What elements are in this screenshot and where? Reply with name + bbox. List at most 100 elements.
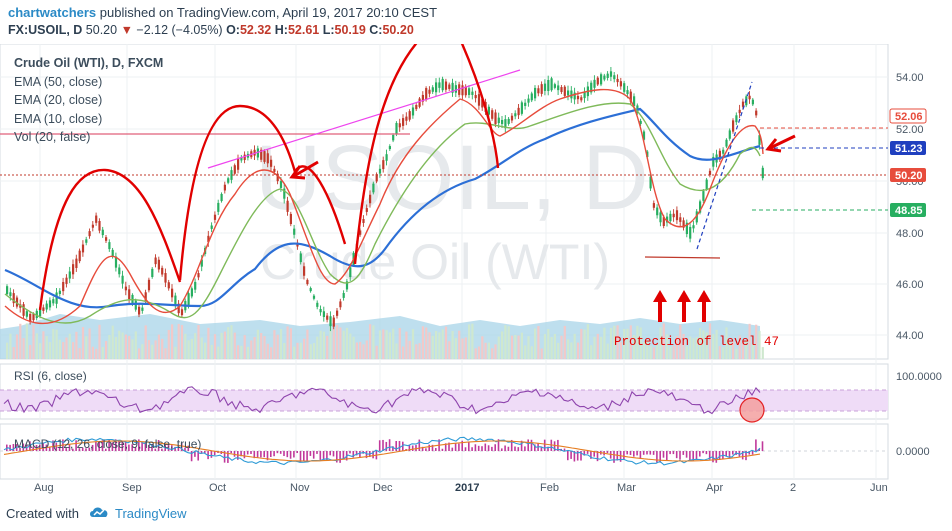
badge-label: 48.85 [895,205,923,217]
macd-histogram-bar [586,451,589,454]
volume-bar [428,332,431,359]
signal-arrows [289,134,796,180]
legend-ema50[interactable]: EMA (50, close) [14,74,103,89]
macd-histogram-bar [171,445,173,451]
macd-histogram-bar [289,451,292,459]
author-link[interactable]: chartwatchers [8,5,97,20]
volume-bar [722,347,725,359]
volume-bar [543,334,547,359]
macd-histogram-bar [52,440,54,451]
candle-body [619,81,622,87]
macd-histogram-bar [593,451,595,457]
candle-body [408,111,411,120]
macd-histogram-bar [451,447,454,451]
volume-bar [134,331,137,359]
tradingview-link[interactable]: TradingView [115,506,187,521]
volume-bar [286,326,289,359]
volume-bar [279,329,283,359]
macd-histogram-bar [458,443,460,451]
price-tick: 52.00 [896,124,924,136]
macd-histogram-bar [154,448,157,451]
candle-body [171,288,174,298]
volume-bar [425,327,428,359]
macd-histogram-bar [32,446,34,451]
candle-body [517,107,520,116]
legend-vol[interactable]: Vol (20, false) [14,130,91,144]
candle-body [418,98,421,107]
watermark-symbol: USOIL, D [255,127,649,229]
volume-bar [362,344,365,359]
candle-body [504,119,507,129]
candle-body [9,292,12,297]
candle-body [154,257,157,265]
volume-bar [504,325,507,359]
volume-bar [237,345,240,359]
volume-bar [435,330,438,359]
volume-bar [124,334,127,359]
candle-body [682,220,685,228]
volume-bar [468,324,471,359]
candle-body [39,307,42,317]
legend-ema10[interactable]: EMA (10, close) [14,111,103,126]
volume-bar [530,346,533,359]
badge-50-20 [890,168,926,182]
ema-10-line [4,88,764,324]
volume-bar [619,342,622,359]
macd-histogram-bar [468,441,470,451]
price-tick: 48.00 [896,228,924,240]
macd-histogram-bar [728,451,731,459]
volume-bar [461,338,464,359]
candle-body [583,91,586,99]
volume-bar [372,325,375,359]
volume-bar [633,335,636,359]
macd-histogram-bar [481,446,483,451]
candle-body [306,279,309,285]
volume-bar [464,337,467,359]
macd-histogram-bar [270,451,272,457]
uptrend-line [696,81,753,250]
macd-histogram-bar [685,451,688,458]
open-value: 52.32 [239,23,272,37]
candle-body [675,210,679,221]
macd-histogram-bar [58,446,61,451]
candle-body [623,83,626,92]
candle-body [253,149,256,156]
macd-histogram-bar [583,451,586,456]
candle-body [101,229,104,236]
macd-histogram-bar [131,444,133,451]
candle-body [22,304,25,316]
candle-body [626,90,629,95]
volume-bar [715,329,718,359]
chart-canvas[interactable]: USOIL, D Crude Oil (WTI) [0,44,952,496]
candle-body [603,75,606,80]
macd-histogram-bar [428,444,430,451]
candle-body [520,102,523,114]
macd-histogram-bar [42,442,44,451]
volume-bar [567,339,570,359]
volume-bar [230,325,233,359]
volume-bar [35,333,38,359]
macd-histogram-bar [408,444,411,451]
macd-histogram-bar [761,441,764,451]
candle-body [388,146,391,150]
candle-body [240,157,243,161]
volume-bar [563,325,566,359]
candle-body [398,123,401,128]
macd-histogram-bar [138,439,140,451]
candle-body [543,83,547,91]
chart-area[interactable]: USOIL, D Crude Oil (WTI) [0,44,952,496]
candle-body [62,281,65,292]
volume-bar [52,329,55,359]
volume-bar [65,337,68,359]
candle-body [230,170,233,180]
volume-bar [454,338,457,359]
candle-body [695,211,698,223]
candle-body [141,307,144,311]
candle-body [672,213,675,218]
candle-body [659,212,662,223]
candle-body [718,150,721,160]
candle-body [580,97,583,101]
legend-ema20[interactable]: EMA (20, close) [14,93,103,107]
volume-bar [725,327,728,359]
candle-body [349,267,352,278]
